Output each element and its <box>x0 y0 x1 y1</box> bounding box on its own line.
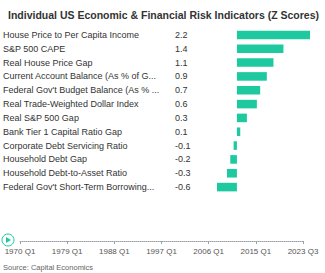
svg-text:1970 Q1: 1970 Q1 <box>5 247 36 256</box>
svg-text:2006 Q1: 2006 Q1 <box>193 247 224 256</box>
svg-text:0.6: 0.6 <box>175 99 188 109</box>
svg-text:1997 Q1: 1997 Q1 <box>146 247 177 256</box>
svg-text:1.1: 1.1 <box>175 58 188 68</box>
svg-text:1.4: 1.4 <box>175 44 188 54</box>
svg-text:-0.6: -0.6 <box>175 182 191 192</box>
svg-text:Household Debt-to-Asset Ratio: Household Debt-to-Asset Ratio <box>3 168 127 178</box>
svg-text:-0.1: -0.1 <box>175 141 191 151</box>
svg-text:-0.3: -0.3 <box>175 168 191 178</box>
svg-text:Real House Price Gap: Real House Price Gap <box>3 58 93 68</box>
svg-text:0.3: 0.3 <box>175 113 188 123</box>
svg-text:Individual US Economic & Finan: Individual US Economic & Financial Risk … <box>8 9 319 21</box>
svg-text:Real Trade-Weighted Dollar Ind: Real Trade-Weighted Dollar Index <box>3 99 139 109</box>
svg-text:0.1: 0.1 <box>175 127 188 137</box>
svg-text:House Price to Per Capita Inco: House Price to Per Capita Income <box>3 30 139 40</box>
svg-text:Bank Tier 1 Capital Ratio Gap: Bank Tier 1 Capital Ratio Gap <box>3 127 122 137</box>
svg-text:0.7: 0.7 <box>175 85 188 95</box>
svg-text:2015 Q1: 2015 Q1 <box>240 247 271 256</box>
svg-text:0.9: 0.9 <box>175 71 188 81</box>
svg-text:S&P 500 CAPE: S&P 500 CAPE <box>3 44 65 54</box>
svg-text:Source: Capital Economics: Source: Capital Economics <box>3 263 93 272</box>
svg-text:1979 Q1: 1979 Q1 <box>52 247 83 256</box>
svg-text:2023 Q3: 2023 Q3 <box>288 247 319 256</box>
svg-text:Real S&P 500 Gap: Real S&P 500 Gap <box>3 113 79 123</box>
svg-text:Corporate Debt Servicing Ratio: Corporate Debt Servicing Ratio <box>3 141 128 151</box>
svg-text:Federal Gov't Budget Balance (: Federal Gov't Budget Balance (As % ... <box>3 85 159 95</box>
svg-text:Federal Gov't Short-Term Borro: Federal Gov't Short-Term Borrowing... <box>3 182 154 192</box>
svg-text:-0.2: -0.2 <box>175 154 191 164</box>
svg-text:Current Account Balance (As %: Current Account Balance (As % of G... <box>3 71 156 81</box>
svg-text:1988 Q1: 1988 Q1 <box>99 247 130 256</box>
svg-text:Household Debt Gap: Household Debt Gap <box>3 154 87 164</box>
svg-text:2.2: 2.2 <box>175 30 188 40</box>
